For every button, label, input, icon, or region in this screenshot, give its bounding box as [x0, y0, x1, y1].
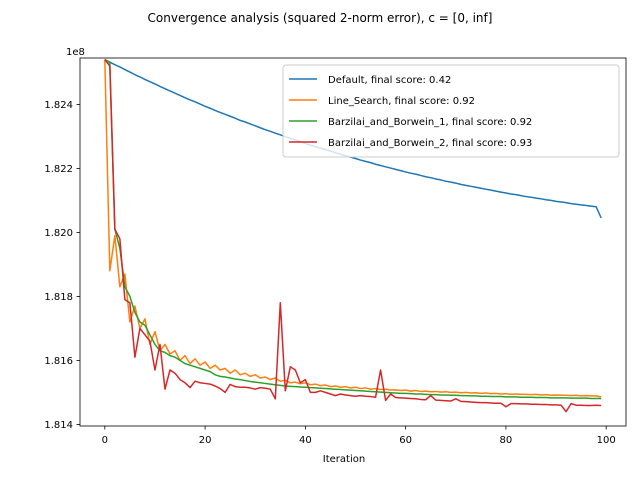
- x-axis-ticks: 0 20 40 60 80 100: [102, 426, 616, 446]
- series-layer: [104, 58, 602, 413]
- legend-label-1: Default, final score: 0.42: [328, 75, 451, 86]
- y-offset-label: 1e8: [66, 47, 85, 58]
- legend-label-4: Barzilai_and_Borwein_2, final score: 0.9…: [328, 138, 532, 149]
- legend-label-2: Line_Search, final score: 0.92: [328, 96, 475, 107]
- x-tick-label: 80: [500, 435, 513, 446]
- x-axis-label: Iteration: [323, 454, 365, 465]
- series-line-3: [104, 58, 602, 400]
- y-tick-label: 1.814: [44, 420, 73, 431]
- x-tick-label: 20: [199, 435, 212, 446]
- legend-frame: [282, 64, 620, 158]
- y-tick-label: 1.816: [44, 356, 73, 367]
- series-line-4: [104, 59, 602, 413]
- x-tick-label: 60: [399, 435, 412, 446]
- y-tick-label: 1.822: [44, 164, 73, 175]
- y-tick-label: 1.820: [44, 228, 73, 239]
- y-axis-ticks: 1.814 1.816 1.818 1.820 1.822 1.824: [44, 100, 80, 431]
- x-tick-label: 100: [597, 435, 616, 446]
- legend-label-3: Barzilai_and_Borwein_1, final score: 0.9…: [328, 117, 532, 128]
- x-tick-label: 40: [299, 435, 312, 446]
- y-tick-label: 1.824: [44, 100, 73, 111]
- legend: Default, final score: 0.42 Line_Search, f…: [282, 64, 620, 158]
- series-line-2: [104, 59, 602, 398]
- axes-frame: [79, 57, 627, 427]
- series-line-1: [104, 58, 602, 219]
- y-tick-label: 1.818: [44, 292, 73, 303]
- chart-title: Convergence analysis (squared 2-norm err…: [148, 11, 493, 25]
- x-tick-label: 0: [102, 435, 108, 446]
